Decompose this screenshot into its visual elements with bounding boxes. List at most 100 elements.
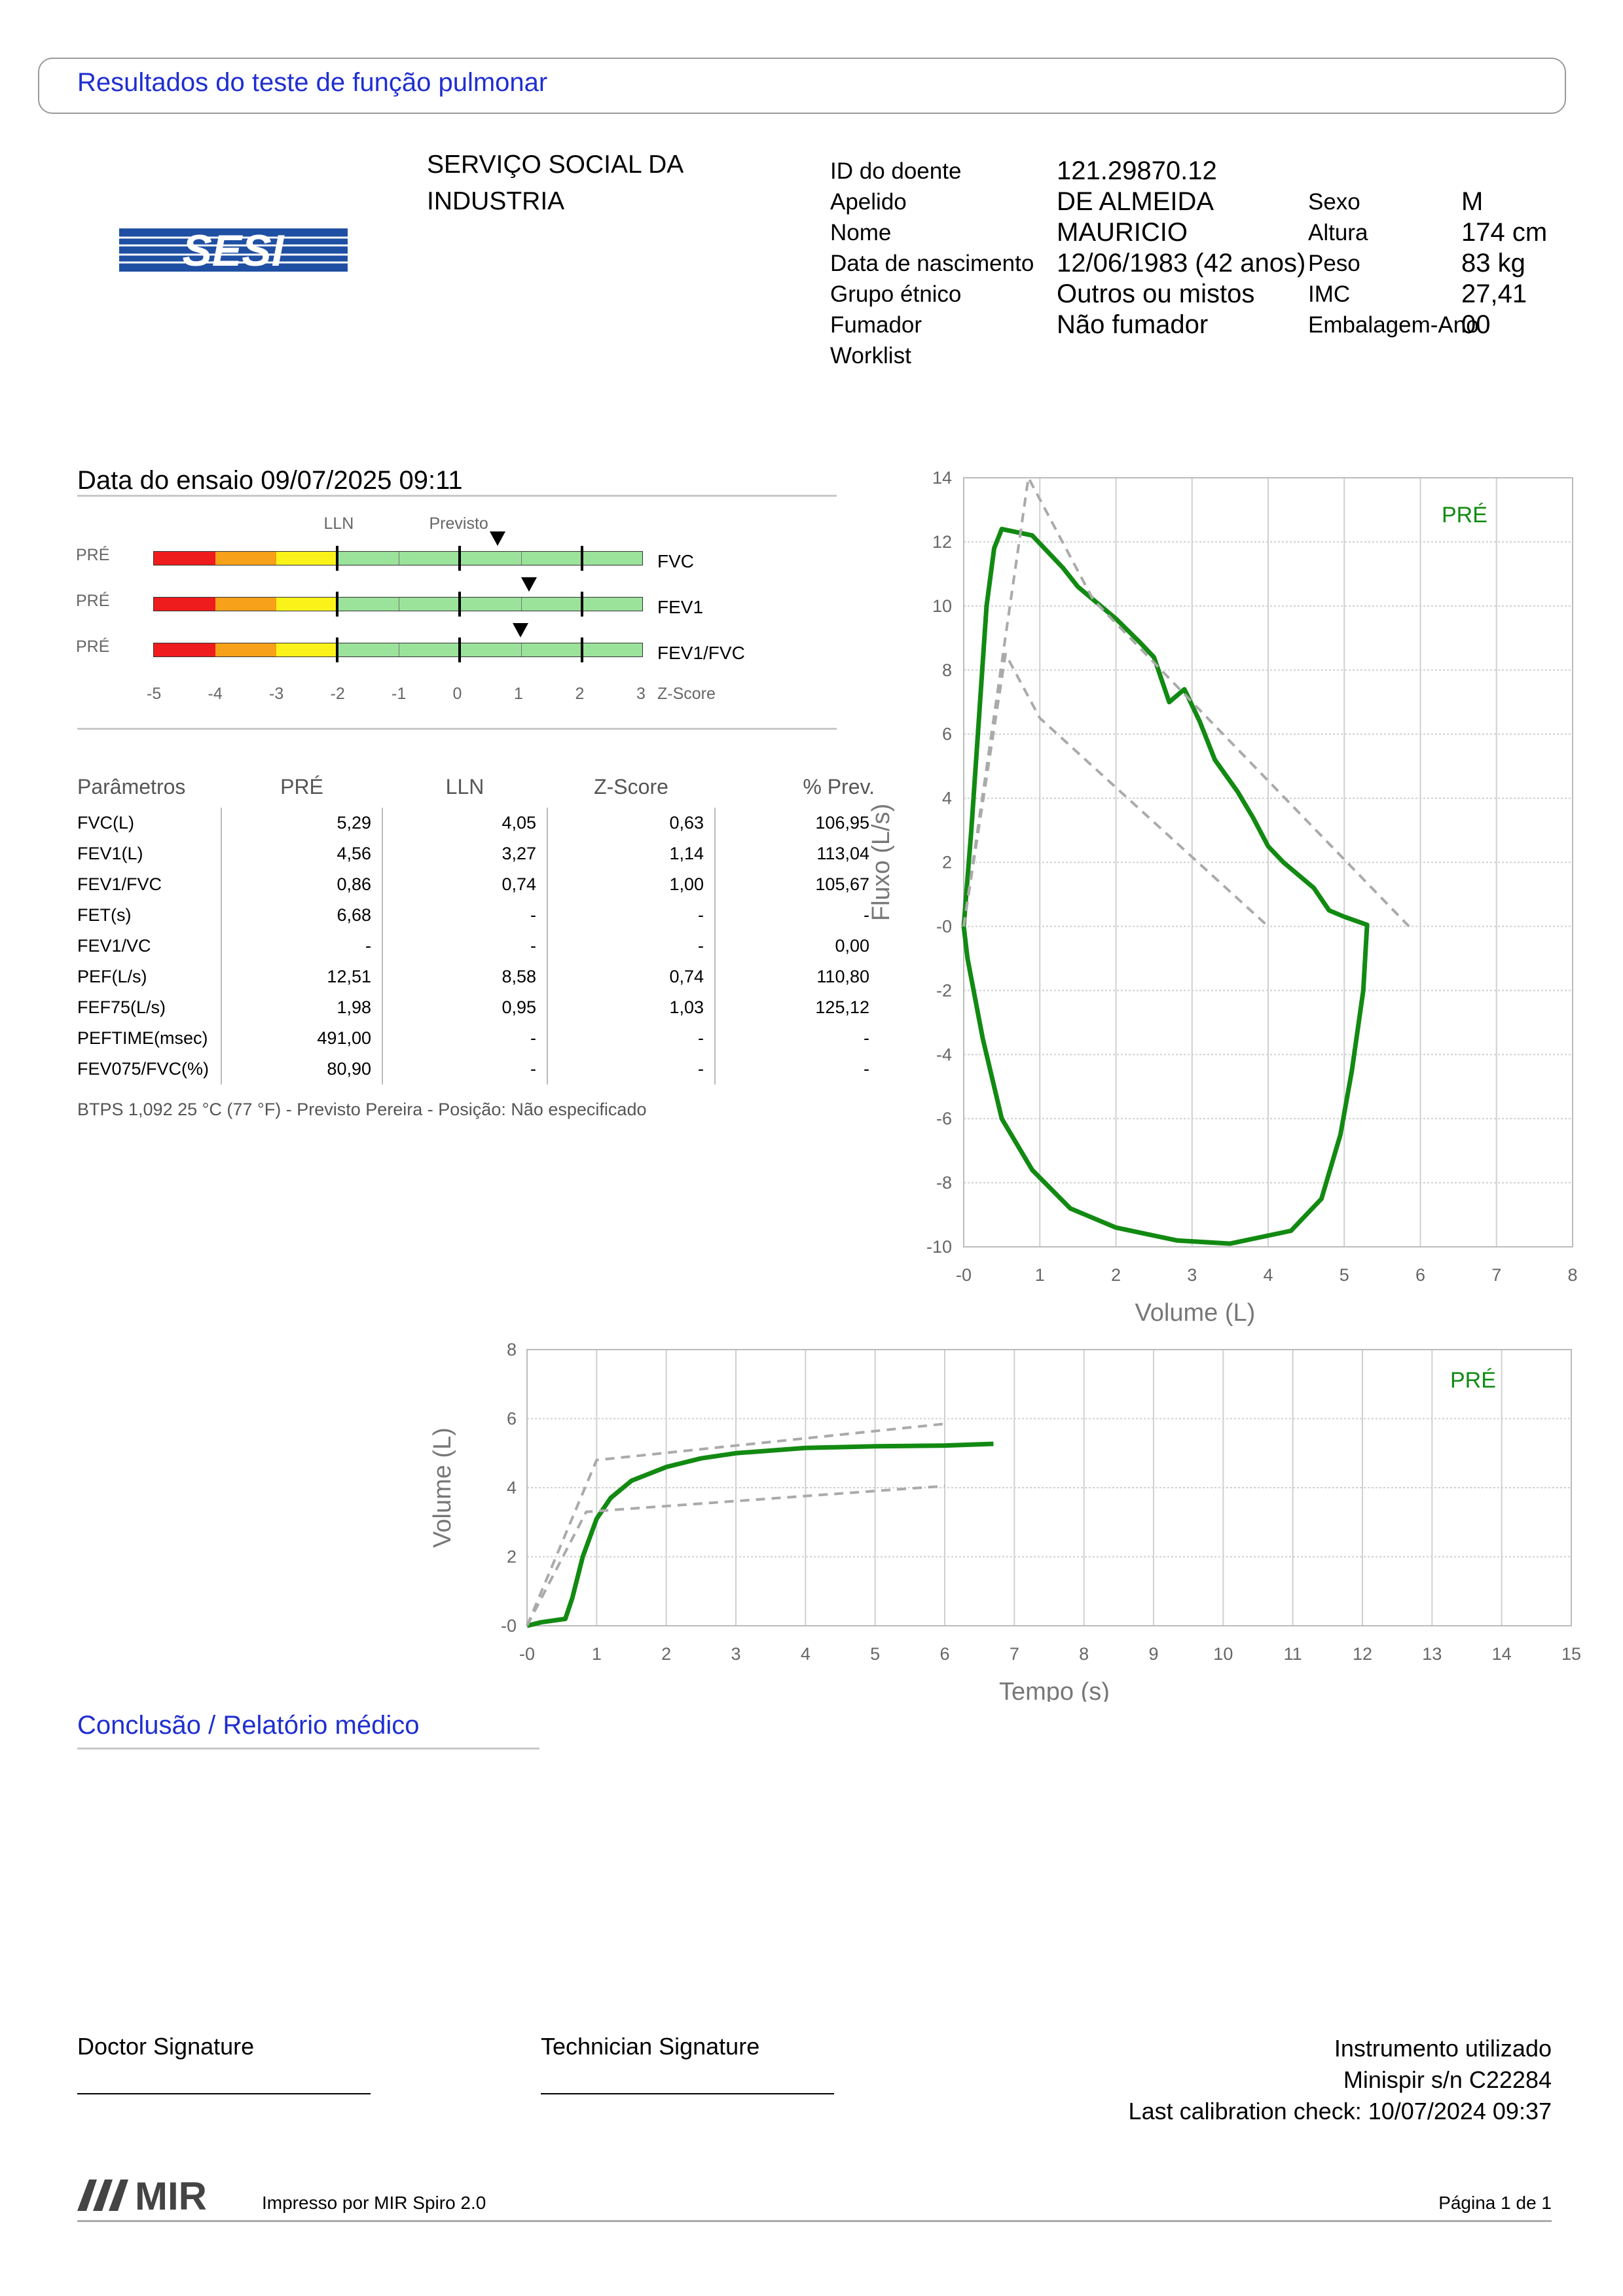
predicted-curve <box>526 1484 945 1626</box>
patient-label: Fumador <box>830 312 922 338</box>
table-cell: 0,86 <box>221 869 382 900</box>
predicted-curve <box>526 1422 945 1626</box>
table-cell: FVC(L) <box>77 813 134 833</box>
flow-volume-chart: -0 1 2 3 4 5 6 7 81412108642-0-2-4-6-8-10PRÉVolu… <box>867 468 1578 1327</box>
zscore-gridline <box>521 643 522 656</box>
patient-value: 174 cm <box>1461 218 1548 247</box>
y-tick-label: -2 <box>936 980 952 1000</box>
x-tick-label: -0 <box>519 1644 535 1664</box>
x-tick-label: 12 <box>1353 1644 1372 1664</box>
zscore-segment <box>215 598 276 611</box>
divider <box>77 495 837 497</box>
x-tick-label: 8 <box>1567 1265 1577 1285</box>
table-cell: 105,67 <box>714 869 880 900</box>
y-tick-label: 6 <box>942 725 952 744</box>
zscore-tick: 3 <box>636 685 646 703</box>
table-cell: - <box>547 1023 715 1054</box>
zscore-segment <box>154 643 215 656</box>
table-cell: 0,63 <box>547 808 715 838</box>
zscore-segment <box>276 643 338 656</box>
patient-label: IMC <box>1308 281 1351 307</box>
x-tick-label: 6 <box>1415 1265 1425 1285</box>
predicted-curve <box>962 476 1410 927</box>
y-tick-label: 6 <box>507 1409 517 1429</box>
sesi-logo: SESI <box>119 226 348 276</box>
table-cell: 491,00 <box>221 1023 382 1054</box>
phase-label: PRÉ <box>76 592 110 610</box>
zscore-segment <box>276 598 338 611</box>
x-tick-label: 10 <box>1213 1644 1233 1664</box>
x-tick-label: 4 <box>1263 1265 1273 1285</box>
patient-value: Não fumador <box>1057 310 1209 339</box>
zscore-segment <box>337 643 642 656</box>
zscore-marker <box>513 623 528 637</box>
table-cell: 106,95 <box>714 808 880 838</box>
y-tick-label: 10 <box>932 596 952 616</box>
x-tick-label: 2 <box>1111 1265 1121 1285</box>
table-cell: - <box>547 1054 715 1085</box>
table-cell: 1,03 <box>547 992 715 1023</box>
table-cell: 110,80 <box>714 961 880 992</box>
table-cell: 0,00 <box>714 931 880 961</box>
y-tick-label: -0 <box>501 1616 517 1636</box>
instrument-line2: Minispir s/n C22284 <box>1343 2066 1552 2093</box>
x-tick-label: 5 <box>870 1644 880 1664</box>
table-cell: 125,12 <box>714 992 880 1023</box>
table-cell: FEV1(L) <box>77 844 143 863</box>
patient-value: 12/06/1983 (42 anos) <box>1057 249 1306 278</box>
zscore-tick: -2 <box>330 685 345 703</box>
table-cell: 1,98 <box>221 992 382 1023</box>
zscore-tick: 1 <box>514 685 523 703</box>
table-cell: FET(s) <box>77 905 132 925</box>
zscore-segment <box>154 598 215 611</box>
zscore-marker-line <box>458 637 461 662</box>
table-row: PEFTIME(msec) 491,00- - - <box>73 1023 880 1054</box>
zscore-segment <box>215 643 276 656</box>
patient-label: Grupo étnico <box>830 281 962 307</box>
table-row: FEV1(L) 4,56 3,27 1,14 113,04 <box>73 838 880 869</box>
doctor-signature-line <box>77 2093 371 2094</box>
parameters-table: Parâmetros PRÉ LLN Z-Score % Prev. FVC(L) 5,2… <box>73 766 880 1085</box>
zscore-param-name: FEV1 <box>657 597 704 617</box>
x-tick-label: 3 <box>731 1644 740 1664</box>
zscore-marker-line <box>335 592 338 617</box>
divider <box>77 728 837 730</box>
table-cell: 1,00 <box>547 869 715 900</box>
y-tick-label: 12 <box>932 532 952 552</box>
zscore-marker-line <box>458 546 461 571</box>
x-tick-label: -0 <box>956 1265 972 1285</box>
x-tick-label: 7 <box>1010 1644 1019 1664</box>
patient-value: DE ALMEIDA <box>1057 187 1214 216</box>
institution-name-line2: INDUSTRIA <box>427 187 565 215</box>
zscore-marker-line <box>335 637 338 662</box>
patient-value: MAURICIO <box>1057 218 1188 247</box>
y-tick-label: -10 <box>926 1237 952 1257</box>
table-cell: - <box>382 900 547 931</box>
zscore-marker-line <box>458 592 461 617</box>
patient-label: Altura <box>1308 220 1368 245</box>
x-tick-label: 2 <box>661 1644 671 1664</box>
zscore-marker-line <box>580 546 583 571</box>
zscore-marker <box>490 531 506 546</box>
table-cell: 12,51 <box>221 961 382 992</box>
table-row: FVC(L) 5,29 4,05 0,63 106,95 <box>73 808 880 838</box>
instrument-line1: Instrumento utilizado <box>1334 2035 1552 2062</box>
x-tick-label: 14 <box>1492 1644 1512 1664</box>
zscore-marker <box>521 577 538 592</box>
y-tick-label: -8 <box>936 1173 952 1193</box>
zscore-bar <box>153 643 643 657</box>
y-tick-label: 8 <box>942 660 952 680</box>
patient-label: Worklist <box>830 343 911 368</box>
header-box <box>38 58 1566 114</box>
x-tick-label: 5 <box>1340 1265 1349 1285</box>
x-tick-label: 11 <box>1284 1644 1302 1664</box>
zscore-marker-line <box>580 592 583 617</box>
patient-value: M <box>1461 187 1484 216</box>
table-cell: 0,74 <box>547 961 715 992</box>
table-cell: FEV1/VC <box>77 936 151 956</box>
y-axis-label: Volume (L) <box>429 1427 456 1548</box>
x-tick-label: 9 <box>1148 1644 1158 1664</box>
patient-value: 27,41 <box>1461 279 1527 308</box>
x-tick-label: 1 <box>1035 1265 1045 1285</box>
zscore-marker-line <box>580 637 583 662</box>
